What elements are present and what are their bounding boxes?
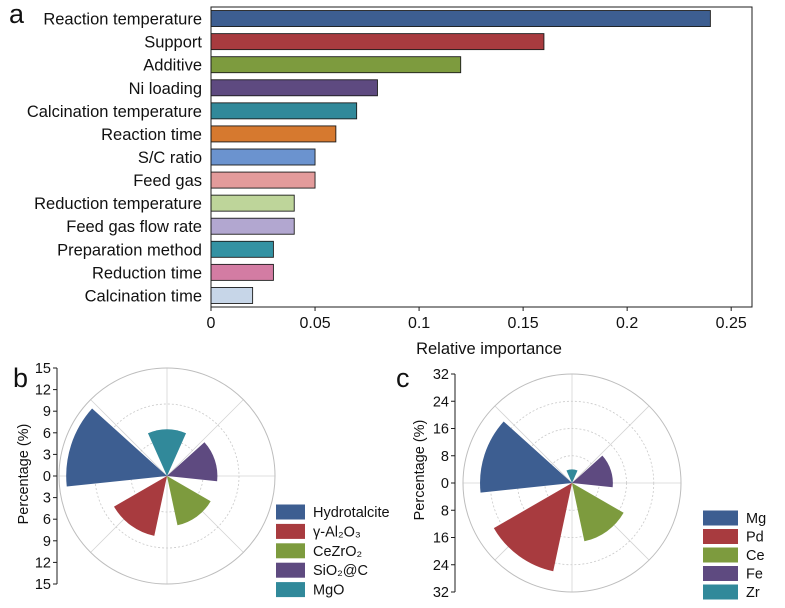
r-tick-label: 9: [43, 404, 51, 420]
x-tick-label: 0.2: [616, 315, 638, 332]
polar-outer-circle: [462, 373, 682, 593]
r-tick-label: 0: [43, 469, 51, 485]
legend-swatch-ce: [703, 547, 738, 563]
r-tick-label: 9: [43, 534, 51, 550]
category-label: Feed gas: [133, 172, 202, 190]
legend-swatch-zr: [703, 584, 738, 600]
bar-preparation-method: [210, 240, 274, 258]
bar-reaction-temperature: [210, 10, 711, 27]
legend-label: Zr: [746, 585, 760, 601]
legend-swatch-gamma-al2o3: [276, 523, 305, 539]
bar-reaction-time: [210, 125, 337, 143]
legend-swatch-fe: [703, 566, 738, 581]
r-axis-title: Percentage (%): [16, 424, 32, 525]
panel-c-additive-polar-chart: c Percentage (%) 0 8 8 16 16 24 24 32 32 Mg Pd Ce Fe…: [396, 363, 766, 601]
r-tick-label: 6: [43, 512, 51, 528]
r-tick-label: 32: [433, 585, 449, 601]
category-label: Ni loading: [129, 80, 202, 98]
legend-swatch-mg: [703, 510, 738, 526]
bar-feed-gas-flow-rate: [210, 217, 295, 235]
bar-additive: [210, 56, 462, 74]
panel-a-relative-importance-chart: a Relative importance Reaction temperatu…: [9, 0, 753, 358]
x-axis-title: Relative importance: [416, 340, 562, 358]
r-tick-label: 32: [433, 367, 449, 383]
wedge-cezro2: [167, 476, 211, 526]
polar-grid-spoke: [90, 399, 168, 477]
wedge-zr: [566, 469, 578, 483]
category-label: Reduction time: [92, 264, 202, 282]
wedge-gamma-al2o3: [114, 476, 167, 536]
r-tick-label: 16: [433, 531, 449, 547]
r-tick-label: 3: [43, 447, 51, 463]
wedge-fe: [572, 455, 613, 488]
r-tick-label: 12: [35, 383, 51, 399]
polar-grid-spoke: [571, 405, 650, 484]
legend-label: CeZrO₂: [313, 544, 362, 560]
legend-label: Pd: [746, 530, 764, 546]
wedge-sio2-c: [167, 442, 218, 482]
legend-swatch-sio2-c: [276, 562, 305, 578]
category-label: Preparation method: [57, 241, 202, 259]
r-tick-label: 15: [35, 361, 51, 377]
legend-label: γ-Al₂O₃: [313, 524, 361, 540]
x-tick-label: 0.05: [299, 315, 330, 332]
panel-label-b: b: [13, 363, 28, 393]
polar-outer-circle: [58, 367, 276, 585]
r-tick-label: 15: [35, 577, 51, 593]
legend-swatch-mgo: [276, 582, 305, 598]
bar-feed-gas: [210, 171, 316, 189]
polar-grid-circle: [517, 428, 627, 538]
legend-swatch-hydrotalcite: [276, 504, 305, 520]
legend-label: Hydrotalcite: [313, 505, 390, 521]
bar-calcination-time: [210, 287, 254, 304]
plot-frame: [210, 6, 753, 308]
category-label: Calcination time: [85, 287, 202, 305]
wedge-mgo: [147, 429, 187, 476]
r-tick-label: 3: [43, 491, 51, 507]
panel-label-a: a: [9, 0, 25, 29]
legend-label: SiO₂@C: [313, 563, 368, 579]
r-tick-label: 24: [433, 558, 449, 574]
category-label: Feed gas flow rate: [66, 218, 202, 236]
r-tick-label: 24: [433, 394, 449, 410]
panel-b-support-polar-chart: b Percentage (%) 0 3 3 6 6 9 9 12 12 15 15 Hydrotal…: [13, 361, 390, 599]
category-label: Reaction temperature: [43, 11, 202, 29]
polar-grid-spoke: [166, 399, 244, 477]
legend-label: MgO: [313, 583, 344, 599]
legend-label: Ce: [746, 548, 765, 564]
legend-label: Mg: [746, 511, 766, 527]
bar-reduction-temperature: [210, 194, 295, 212]
category-label: Calcination temperature: [27, 103, 202, 121]
category-label: Support: [144, 34, 202, 52]
legend-label: Fe: [746, 567, 763, 583]
r-tick-label: 8: [441, 503, 449, 519]
category-label: S/C ratio: [138, 149, 202, 167]
category-label: Additive: [143, 57, 202, 75]
bar-ni-loading: [210, 79, 378, 97]
r-tick-label: 6: [43, 426, 51, 442]
x-tick-label: 0.1: [408, 315, 430, 332]
r-tick-label: 16: [433, 422, 449, 438]
category-label: Reduction temperature: [34, 195, 202, 213]
r-tick-label: 12: [35, 555, 51, 571]
r-axis-title: Percentage (%): [412, 420, 428, 521]
category-label: Reaction time: [101, 126, 202, 144]
x-tick-label: 0.25: [716, 315, 747, 332]
bar-calcination-temperature: [210, 102, 358, 120]
x-tick-label: 0: [207, 315, 216, 332]
r-tick-label: 8: [441, 449, 449, 465]
bar-support: [210, 33, 545, 51]
panel-label-c: c: [396, 363, 410, 393]
r-tick-label: 0: [441, 476, 449, 492]
wedge-hydrotalcite: [66, 408, 167, 487]
bar-reduction-time: [210, 263, 274, 281]
wedge-pd: [493, 483, 572, 572]
bar-s-c-ratio: [210, 148, 316, 166]
x-tick-label: 0.15: [508, 315, 539, 332]
wedge-mg: [480, 421, 572, 493]
legend-swatch-cezro2: [276, 543, 305, 559]
legend-swatch-pd: [703, 529, 738, 544]
wedge-ce: [572, 483, 624, 542]
